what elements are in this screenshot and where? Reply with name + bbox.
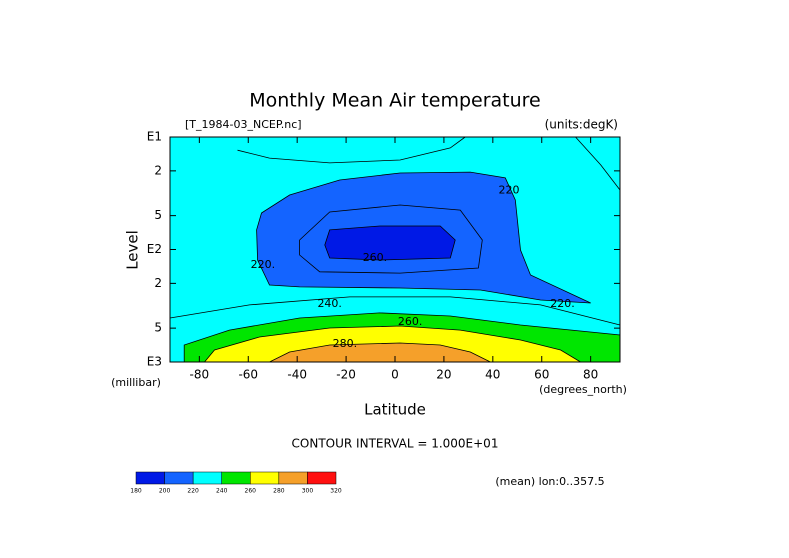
contour-label: 280. — [333, 337, 358, 350]
contour-label: 260. — [398, 315, 423, 328]
x-tick-label: -60 — [238, 368, 258, 382]
contour-label: 220. — [550, 297, 575, 310]
x-tick-label: -20 — [336, 368, 356, 382]
x-tick-label: -80 — [190, 368, 210, 382]
y-tick-label: 5 — [154, 208, 162, 222]
colorbar-swatch — [278, 471, 308, 485]
x-tick-label: 40 — [485, 368, 500, 382]
y-axis-units: (millibar) — [111, 376, 161, 389]
y-axis-label: Level — [124, 230, 142, 270]
contour-line — [169, 296, 621, 326]
x-tick-label: 0 — [391, 368, 399, 382]
colorbar-label: 180 — [130, 488, 142, 495]
contour-region — [269, 342, 491, 363]
contour-label: 260. — [363, 251, 388, 264]
colorbar-label: 260 — [245, 488, 257, 495]
y-tick-label: 5 — [154, 321, 162, 335]
y-tick-label: E2 — [147, 242, 162, 256]
colorbar-label: 220 — [187, 488, 199, 495]
footer-note: (mean) lon:0..357.5 — [495, 475, 604, 488]
colorbar-swatch — [221, 471, 251, 485]
contour-line — [237, 136, 466, 164]
contour-line — [575, 136, 621, 191]
x-tick-label: 80 — [583, 368, 598, 382]
colorbar-swatch — [250, 471, 280, 485]
colorbar-label: 200 — [159, 488, 171, 495]
x-axis-label: Latitude — [364, 401, 426, 419]
colorbar-label: 320 — [330, 488, 342, 495]
contour-region — [324, 225, 456, 261]
units-label: (units:degK) — [545, 118, 618, 132]
y-tick-label: 2 — [154, 276, 162, 290]
x-tick-label: 60 — [534, 368, 549, 382]
contour-label: 240. — [317, 297, 342, 310]
colorbar-label: 300 — [302, 488, 314, 495]
x-tick-label: 20 — [436, 368, 451, 382]
y-tick-label: E1 — [147, 130, 162, 144]
contour-label: 220 — [498, 184, 519, 197]
chart-title: Monthly Mean Air temperature — [249, 90, 540, 112]
colorbar-swatch — [135, 471, 165, 485]
colorbar-label: 280 — [273, 488, 285, 495]
colorbar-swatch — [307, 471, 337, 485]
colorbar-label: 240 — [216, 488, 228, 495]
contour-line — [299, 204, 483, 274]
y-tick-label: E3 — [147, 355, 162, 369]
y-tick-label: 2 — [154, 163, 162, 177]
colorbar-swatch — [192, 471, 222, 485]
contour-label: 220. — [251, 258, 276, 271]
contour-interval: CONTOUR INTERVAL = 1.000E+01 — [292, 437, 499, 451]
x-axis-units: (degrees_north) — [539, 383, 627, 396]
x-tick-label: -40 — [287, 368, 307, 382]
file-label: [T_1984-03_NCEP.nc] — [185, 118, 302, 131]
colorbar-swatch — [164, 471, 194, 485]
